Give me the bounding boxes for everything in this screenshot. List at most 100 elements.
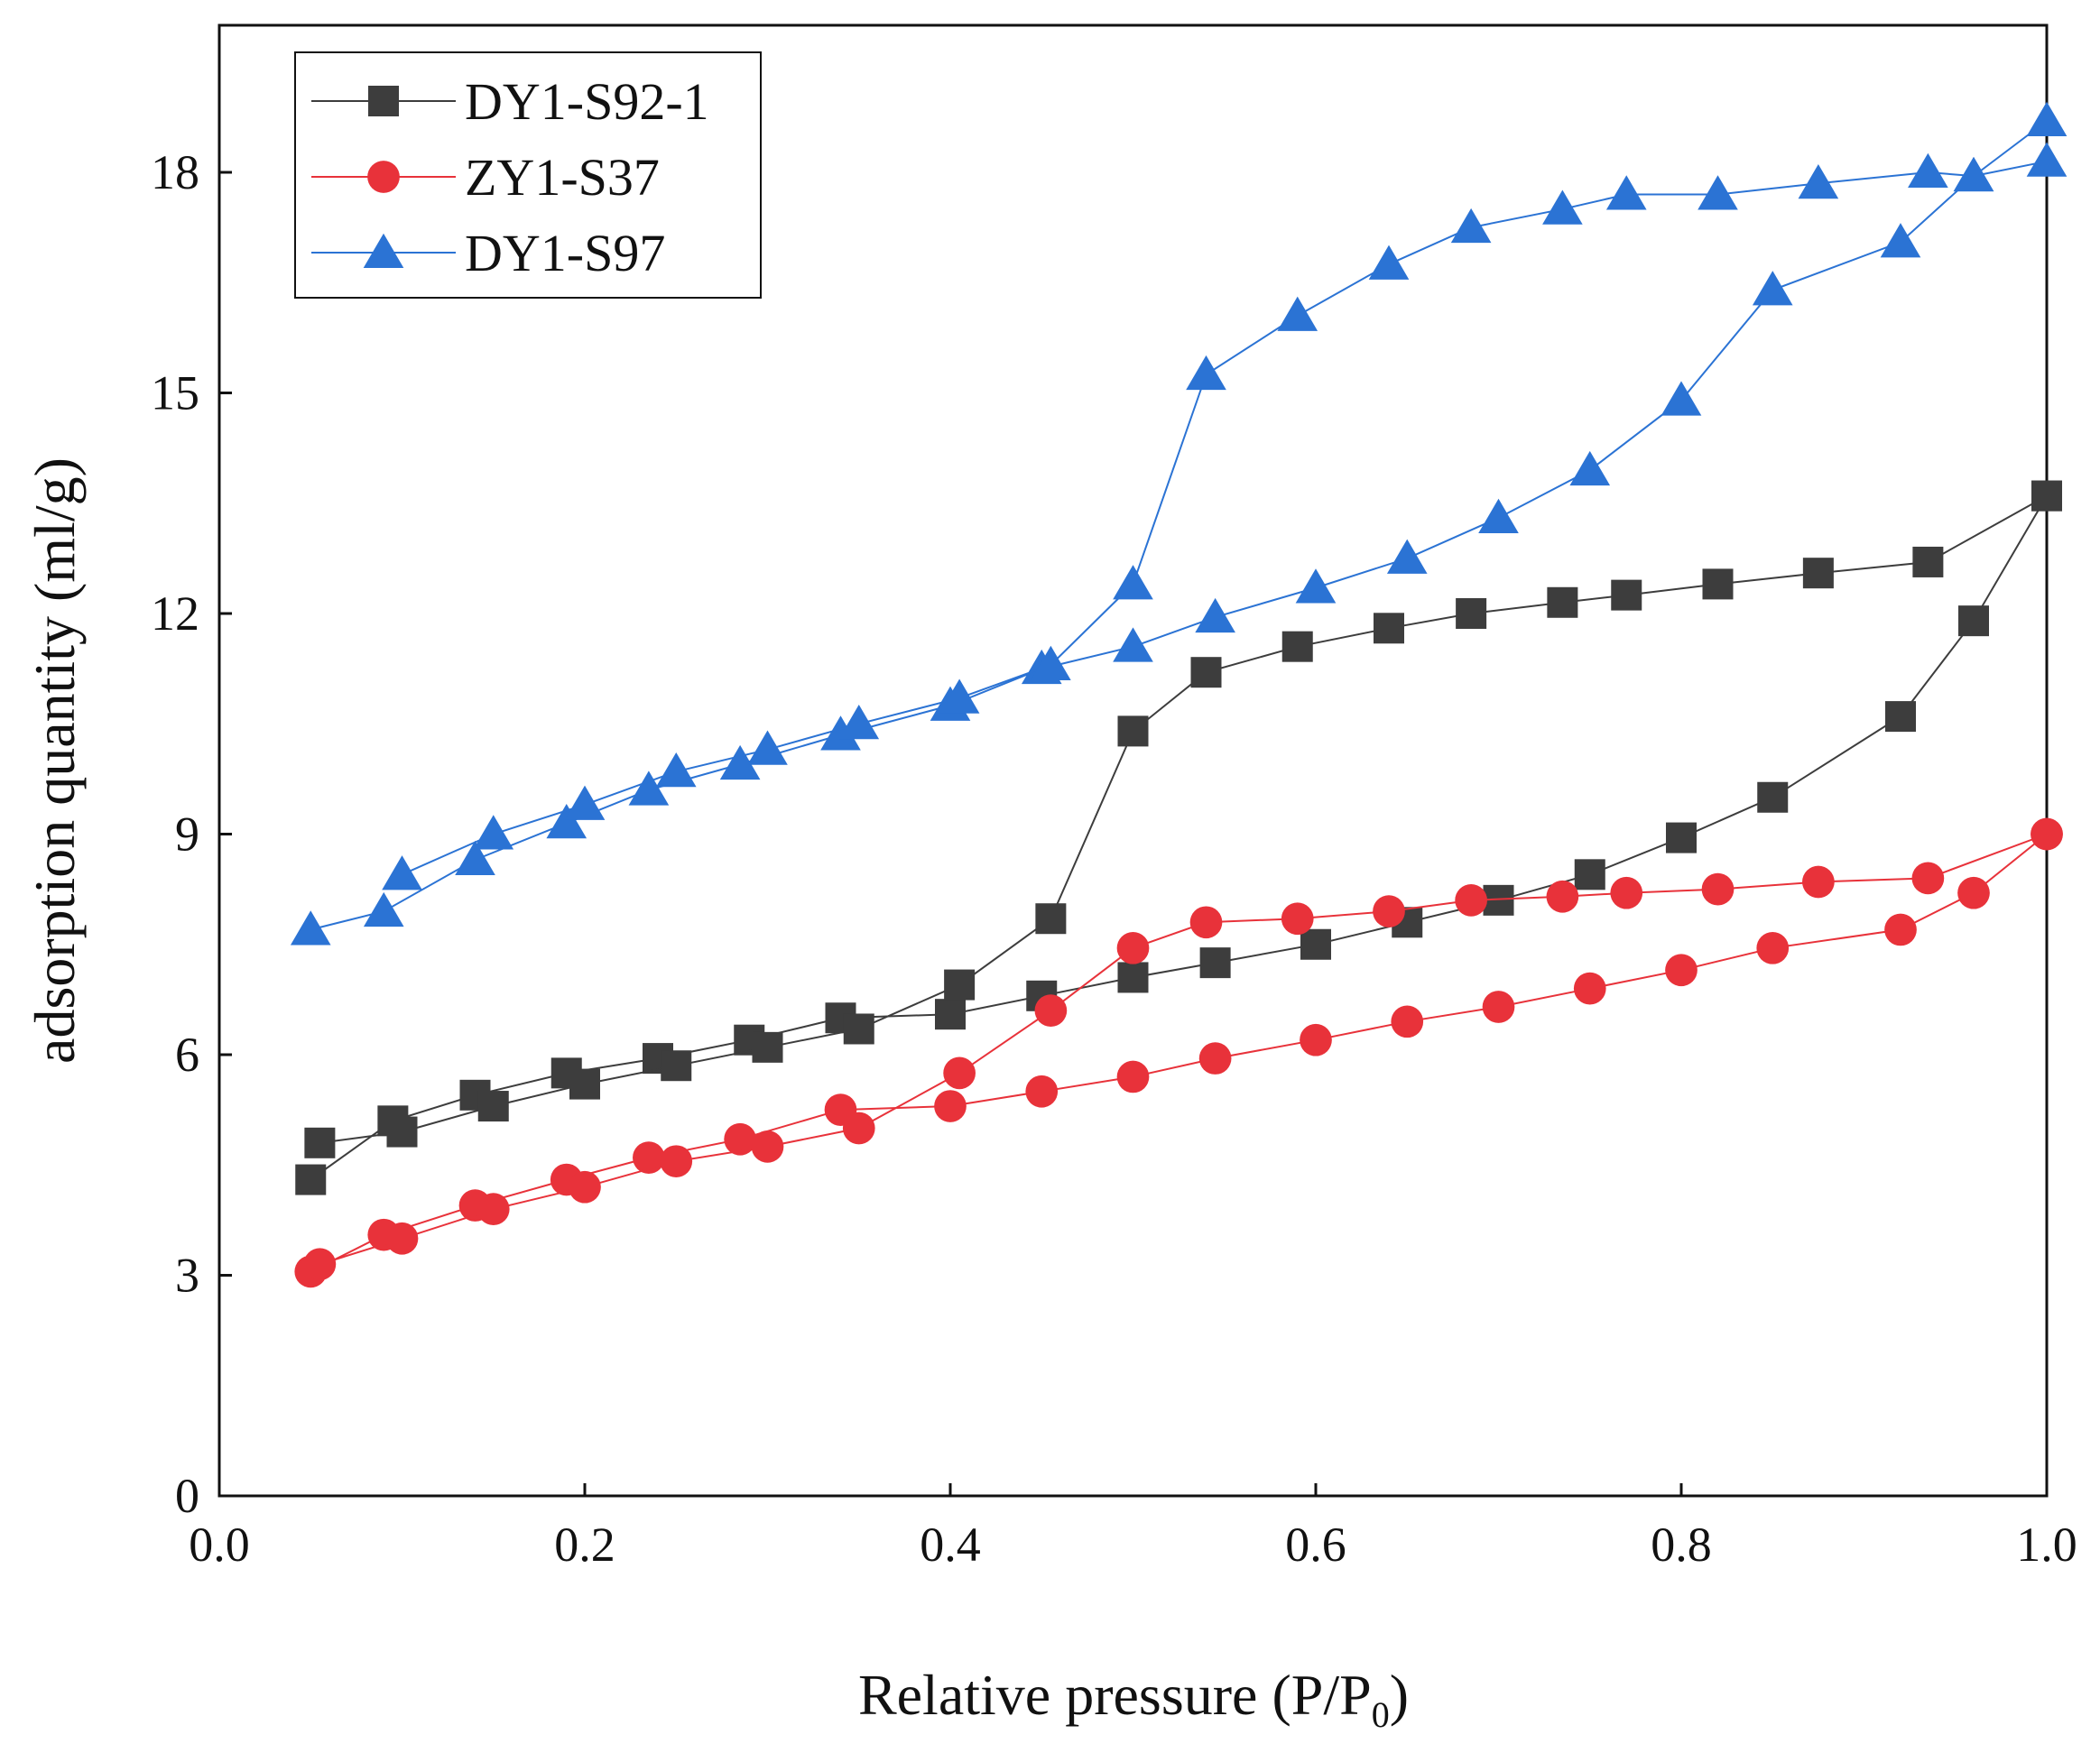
x-tick-label: 0.4 — [920, 1518, 981, 1572]
legend-marker-dy1-s92-1 — [368, 86, 399, 116]
zy1-s37-adsorption-point — [1665, 954, 1698, 987]
dy1-s97-desorption-point — [1113, 565, 1153, 600]
y-axis-title: adsorption quantity (ml/g) — [23, 457, 87, 1064]
series-zy1-s37 — [294, 817, 2063, 1288]
zy1-s37-desorption-point — [1802, 865, 1835, 899]
dy1-s92-1-desorption-point — [1035, 903, 1067, 935]
dy1-s97-adsorption-point — [1113, 627, 1153, 662]
dy1-s92-1-desorption-point — [1190, 657, 1222, 688]
dy1-s97-desorption-line — [402, 160, 2048, 876]
dy1-s92-1-desorption-point — [2031, 480, 2062, 512]
dy1-s97-adsorption-point — [290, 910, 331, 946]
zy1-s37-desorption-point — [1189, 906, 1223, 939]
zy1-s37-adsorption-point — [1884, 913, 1917, 946]
dy1-s92-1-desorption-point — [386, 1116, 418, 1148]
dy1-s92-1-adsorption-point — [1757, 781, 1789, 813]
legend-marker-dy1-s97 — [363, 233, 404, 268]
dy1-s97-desorption-point — [1031, 645, 1071, 681]
zy1-s37-desorption-point — [1610, 876, 1643, 909]
zy1-s37-desorption-point — [385, 1222, 419, 1255]
y-tick-label: 15 — [151, 366, 199, 420]
dy1-s97-desorption-point — [1542, 189, 1583, 225]
zy1-s37-adsorption-point — [1573, 972, 1606, 1005]
dy1-s97-adsorption-point — [1386, 539, 1428, 574]
y-tick-label: 18 — [151, 145, 199, 199]
dy1-s92-1-adsorption-point — [1300, 928, 1331, 960]
zy1-s37-desorption-point — [303, 1248, 337, 1281]
dy1-s97-desorption-point — [1605, 175, 1647, 210]
zy1-s37-desorption-point — [1116, 931, 1150, 964]
dy1-s92-1-adsorption-point — [935, 999, 966, 1030]
dy1-s97-desorption-point — [1698, 175, 1738, 210]
dy1-s92-1-adsorption-point — [1958, 605, 1989, 637]
zy1-s37-desorption-point — [1701, 872, 1735, 906]
zy1-s37-adsorption-point — [1198, 1042, 1232, 1075]
zy1-s37-desorption-point — [842, 1112, 875, 1145]
zy1-s37-adsorption-line — [310, 833, 2048, 1273]
legend-items: DY1-S92-1 ZY1-S37 DY1-S97 — [311, 72, 709, 282]
dy1-s92-1-adsorption-point — [1885, 701, 1916, 733]
dy1-s97-adsorption-point — [455, 840, 495, 876]
dy1-s92-1-desorption-point — [752, 1031, 783, 1063]
dy1-s97-desorption-point — [655, 752, 697, 788]
dy1-s92-1-desorption-point — [1117, 715, 1149, 747]
dy1-s97-adsorption-point — [1478, 498, 1519, 534]
legend-marker-zy1-s37 — [367, 161, 400, 193]
zy1-s37-desorption-point — [660, 1145, 693, 1178]
dy1-s97-desorption-point — [1798, 163, 1839, 199]
zy1-s37-adsorption-point — [1957, 876, 1990, 909]
zy1-s37-desorption-point — [1455, 884, 1487, 917]
zy1-s37-adsorption-point — [934, 1090, 967, 1122]
legend-label-dy1-s97: DY1-S97 — [465, 224, 665, 282]
dy1-s97-adsorption-point — [1661, 381, 1702, 416]
x-tick-label: 0.8 — [1651, 1518, 1712, 1572]
zy1-s37-desorption-point — [1034, 994, 1068, 1027]
dy1-s92-1-desorption-point — [1912, 546, 1944, 577]
zy1-s37-desorption-point — [2031, 817, 2063, 851]
dy1-s97-desorption-point — [1368, 244, 1410, 280]
zy1-s37-adsorption-point — [724, 1122, 756, 1156]
dy1-s97-desorption-point — [473, 815, 514, 850]
dy1-s97-desorption-point — [382, 855, 422, 890]
y-tick-label: 12 — [151, 586, 199, 641]
dy1-s92-1-desorption-point — [843, 1013, 874, 1045]
dy1-s92-1-desorption-point — [1702, 568, 1734, 600]
series-dy1-s92-1 — [295, 480, 2062, 1195]
x-tick-label: 0.2 — [554, 1518, 615, 1572]
dy1-s92-1-adsorption-point — [295, 1164, 327, 1195]
dy1-s97-desorption-point — [747, 730, 788, 765]
dy1-s92-1-adsorption-point — [1574, 859, 1605, 890]
x-axis-title-suffix: ) — [1390, 1663, 1409, 1727]
zy1-s37-adsorption-point — [1391, 1005, 1424, 1038]
zy1-s37-desorption-point — [1911, 862, 1945, 895]
zy1-s37-desorption-point — [1373, 895, 1405, 927]
dy1-s97-desorption-point — [939, 678, 980, 714]
dy1-s92-1-desorption-point — [1374, 613, 1404, 644]
dy1-s97-adsorption-point — [546, 804, 587, 839]
series-dy1-s97 — [290, 101, 2068, 946]
dy1-s92-1-desorption-point — [1281, 631, 1313, 662]
zy1-s37-desorption-point — [569, 1170, 601, 1204]
dy1-s92-1-adsorption-point — [1117, 962, 1149, 993]
dy1-s92-1-adsorption-point — [1199, 947, 1231, 979]
dy1-s92-1-desorption-point — [661, 1050, 692, 1082]
series-layer — [290, 101, 2068, 1288]
dy1-s97-desorption-point — [1186, 355, 1226, 391]
y-tick-label: 0 — [175, 1469, 199, 1523]
y-tick-label: 6 — [175, 1028, 199, 1082]
x-tick-label: 0.0 — [189, 1518, 250, 1572]
dy1-s97-adsorption-point — [363, 891, 404, 927]
zy1-s37-adsorption-point — [1300, 1023, 1332, 1056]
zy1-s37-adsorption-point — [1756, 931, 1790, 964]
x-axis-title: Relative pressure (P/P0) — [858, 1663, 1409, 1735]
dy1-s92-1-desorption-point — [1802, 558, 1834, 589]
dy1-s97-desorption-point — [1908, 152, 1948, 188]
legend-label-dy1-s92-1: DY1-S92-1 — [465, 72, 709, 131]
dy1-s97-adsorption-point — [1880, 223, 1921, 258]
dy1-s97-adsorption-point — [1295, 568, 1337, 604]
zy1-s37-desorption-point — [1281, 902, 1314, 936]
dy1-s97-desorption-point — [1277, 296, 1318, 331]
legend-label-zy1-s37: ZY1-S37 — [465, 148, 660, 207]
